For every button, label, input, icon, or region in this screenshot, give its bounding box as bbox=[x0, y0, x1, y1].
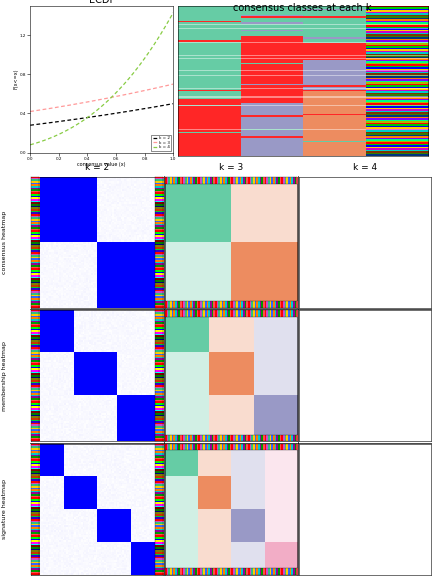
Text: k = 3: k = 3 bbox=[219, 162, 243, 172]
Text: signature heatmap: signature heatmap bbox=[2, 479, 7, 539]
Legend: k = 2, k = 3, k = 4: k = 2, k = 3, k = 4 bbox=[151, 135, 171, 150]
Text: consensus heatmap: consensus heatmap bbox=[2, 211, 7, 274]
Text: membership heatmap: membership heatmap bbox=[2, 341, 7, 411]
Y-axis label: F(x<=x): F(x<=x) bbox=[13, 69, 18, 89]
X-axis label: consensus value (x): consensus value (x) bbox=[77, 162, 126, 167]
Text: k = 2: k = 2 bbox=[85, 162, 109, 172]
Text: consensus classes at each k: consensus classes at each k bbox=[233, 3, 372, 13]
Text: k = 4: k = 4 bbox=[353, 162, 377, 172]
Title: ECDF: ECDF bbox=[89, 0, 115, 5]
